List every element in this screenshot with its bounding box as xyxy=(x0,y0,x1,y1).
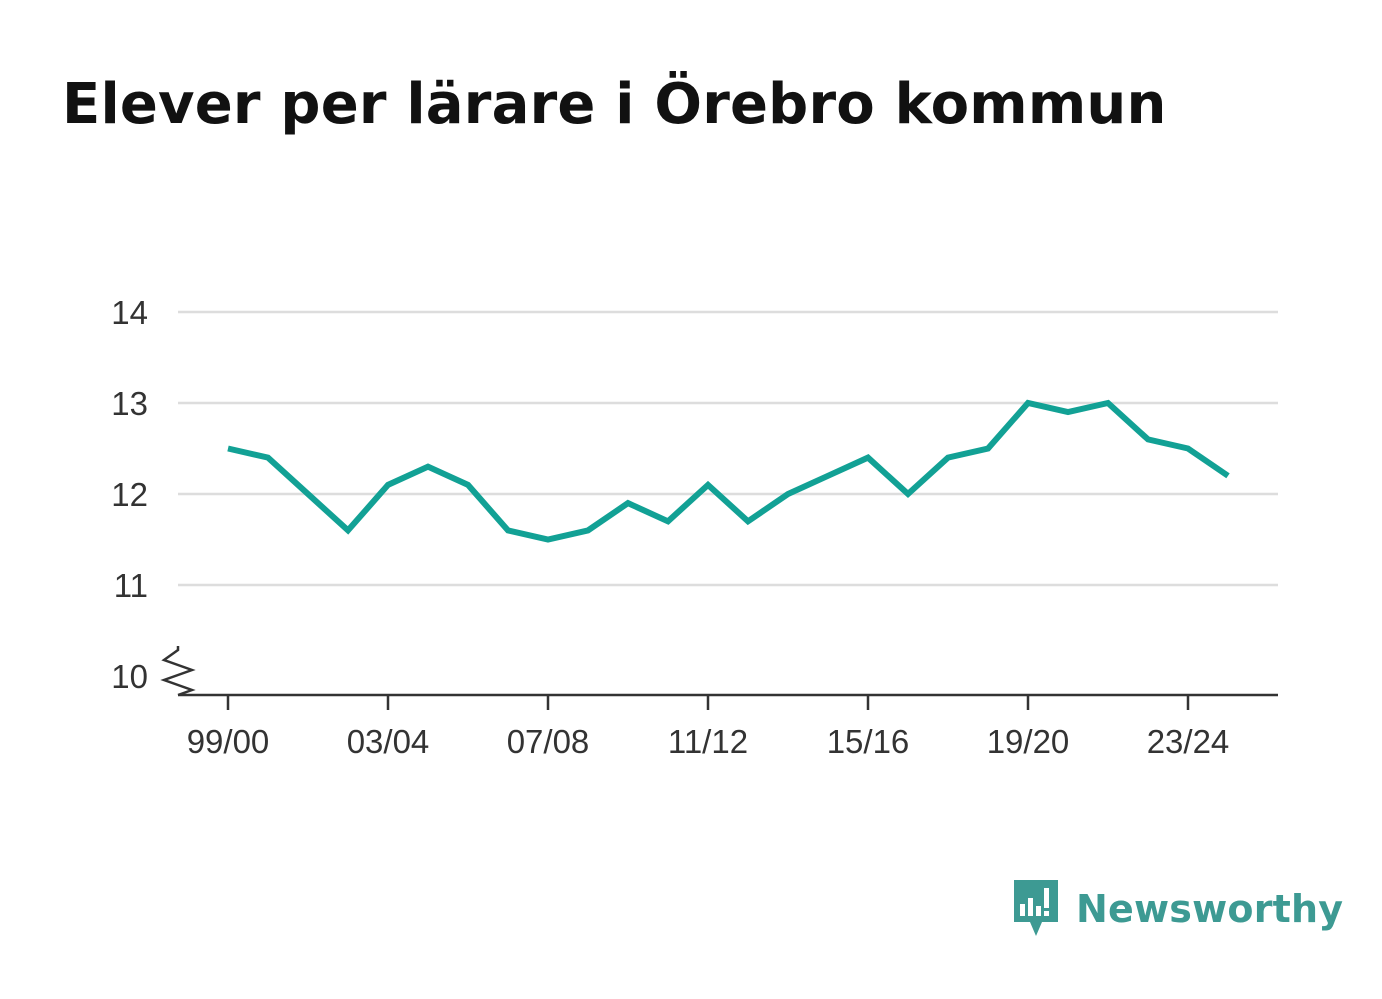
x-tick-label: 07/08 xyxy=(507,723,590,760)
x-tick-label: 99/00 xyxy=(187,723,270,760)
y-tick-label: 10 xyxy=(111,658,148,695)
y-tick-label: 13 xyxy=(111,385,148,422)
chart-title: Elever per lärare i Örebro kommun xyxy=(62,72,1167,137)
series-line xyxy=(227,399,1230,543)
newsworthy-logo: Newsworthy xyxy=(1010,878,1343,940)
newsworthy-logo-icon xyxy=(1014,880,1058,936)
x-tick-label: 03/04 xyxy=(347,723,430,760)
newsworthy-logo-text: Newsworthy xyxy=(1076,887,1344,931)
x-tick-label: 19/20 xyxy=(987,723,1070,760)
y-tick-label: 14 xyxy=(111,294,148,331)
y-tick-label: 12 xyxy=(111,476,148,513)
x-tick-label: 23/24 xyxy=(1147,723,1230,760)
y-axis-break xyxy=(160,646,196,697)
x-tick-label: 11/12 xyxy=(668,723,748,760)
x-tick-label: 15/16 xyxy=(827,723,910,760)
y-tick-label: 11 xyxy=(114,567,148,604)
